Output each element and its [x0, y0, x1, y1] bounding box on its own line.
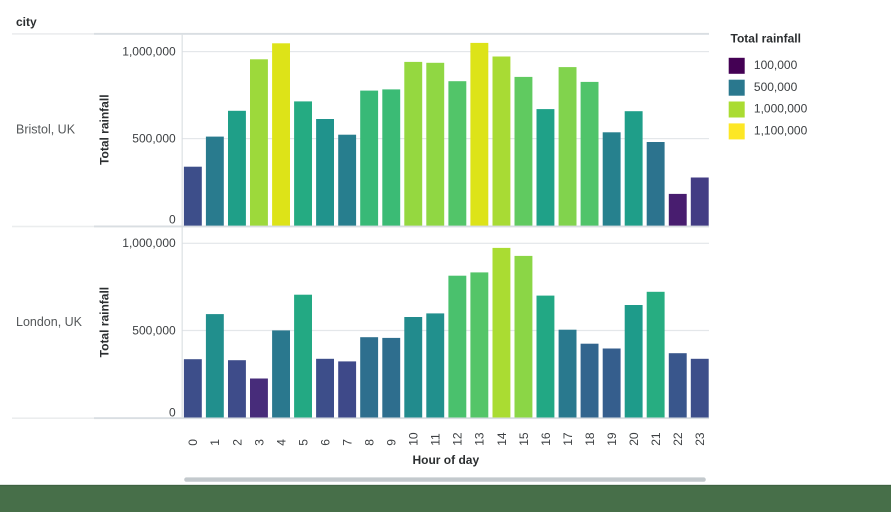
svg-text:13: 13 — [473, 432, 487, 446]
svg-text:4: 4 — [274, 439, 288, 446]
svg-text:0: 0 — [169, 213, 176, 227]
svg-text:100,000: 100,000 — [754, 58, 798, 72]
svg-text:17: 17 — [561, 432, 575, 446]
svg-text:10: 10 — [407, 432, 421, 446]
svg-text:3: 3 — [252, 439, 266, 446]
svg-text:7: 7 — [340, 439, 354, 446]
svg-text:Hour of day: Hour of day — [412, 453, 479, 467]
svg-text:1,000,000: 1,000,000 — [754, 102, 808, 116]
svg-text:16: 16 — [539, 432, 553, 446]
svg-text:1,000,000: 1,000,000 — [122, 236, 176, 250]
svg-text:2: 2 — [230, 439, 244, 446]
svg-text:city: city — [16, 15, 37, 29]
svg-text:0: 0 — [169, 405, 176, 419]
svg-text:Total rainfall: Total rainfall — [97, 94, 111, 164]
svg-text:500,000: 500,000 — [754, 80, 798, 94]
svg-text:23: 23 — [693, 432, 707, 446]
svg-text:18: 18 — [583, 432, 597, 446]
svg-text:500,000: 500,000 — [132, 131, 176, 145]
svg-text:22: 22 — [671, 432, 685, 446]
svg-text:14: 14 — [495, 432, 509, 446]
svg-text:1,000,000: 1,000,000 — [122, 44, 176, 58]
svg-text:9: 9 — [385, 439, 399, 446]
svg-text:11: 11 — [429, 433, 443, 446]
svg-text:0: 0 — [186, 439, 200, 446]
svg-text:London, UK: London, UK — [16, 315, 83, 329]
svg-text:15: 15 — [517, 432, 531, 446]
svg-text:1: 1 — [208, 439, 222, 446]
svg-text:6: 6 — [318, 439, 332, 446]
svg-text:1,100,000: 1,100,000 — [754, 124, 808, 138]
svg-text:21: 21 — [649, 432, 663, 446]
svg-text:19: 19 — [605, 432, 619, 446]
svg-text:Bristol, UK: Bristol, UK — [16, 123, 76, 137]
svg-text:5: 5 — [296, 439, 310, 446]
svg-text:500,000: 500,000 — [132, 323, 176, 337]
svg-text:Total rainfall: Total rainfall — [97, 287, 111, 357]
svg-text:12: 12 — [451, 432, 465, 446]
svg-text:20: 20 — [627, 432, 641, 446]
svg-text:8: 8 — [363, 439, 377, 446]
svg-text:Total rainfall: Total rainfall — [731, 32, 801, 46]
